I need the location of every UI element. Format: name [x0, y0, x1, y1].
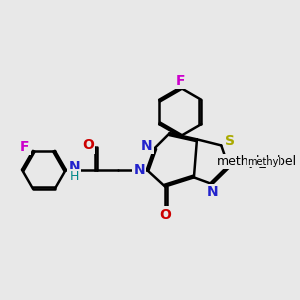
Text: methyl: methyl [247, 157, 281, 167]
Text: N: N [206, 185, 218, 199]
Text: methyl: methyl [248, 161, 253, 163]
Text: S: S [225, 134, 235, 148]
Text: N: N [141, 139, 153, 153]
Text: F: F [176, 74, 185, 88]
Text: F: F [20, 140, 29, 154]
Text: N: N [133, 163, 145, 177]
Text: O: O [82, 138, 94, 152]
Text: O: O [159, 208, 171, 221]
Text: H: H [70, 170, 79, 183]
Text: methyl_label: methyl_label [217, 155, 297, 168]
Text: N: N [68, 160, 80, 174]
